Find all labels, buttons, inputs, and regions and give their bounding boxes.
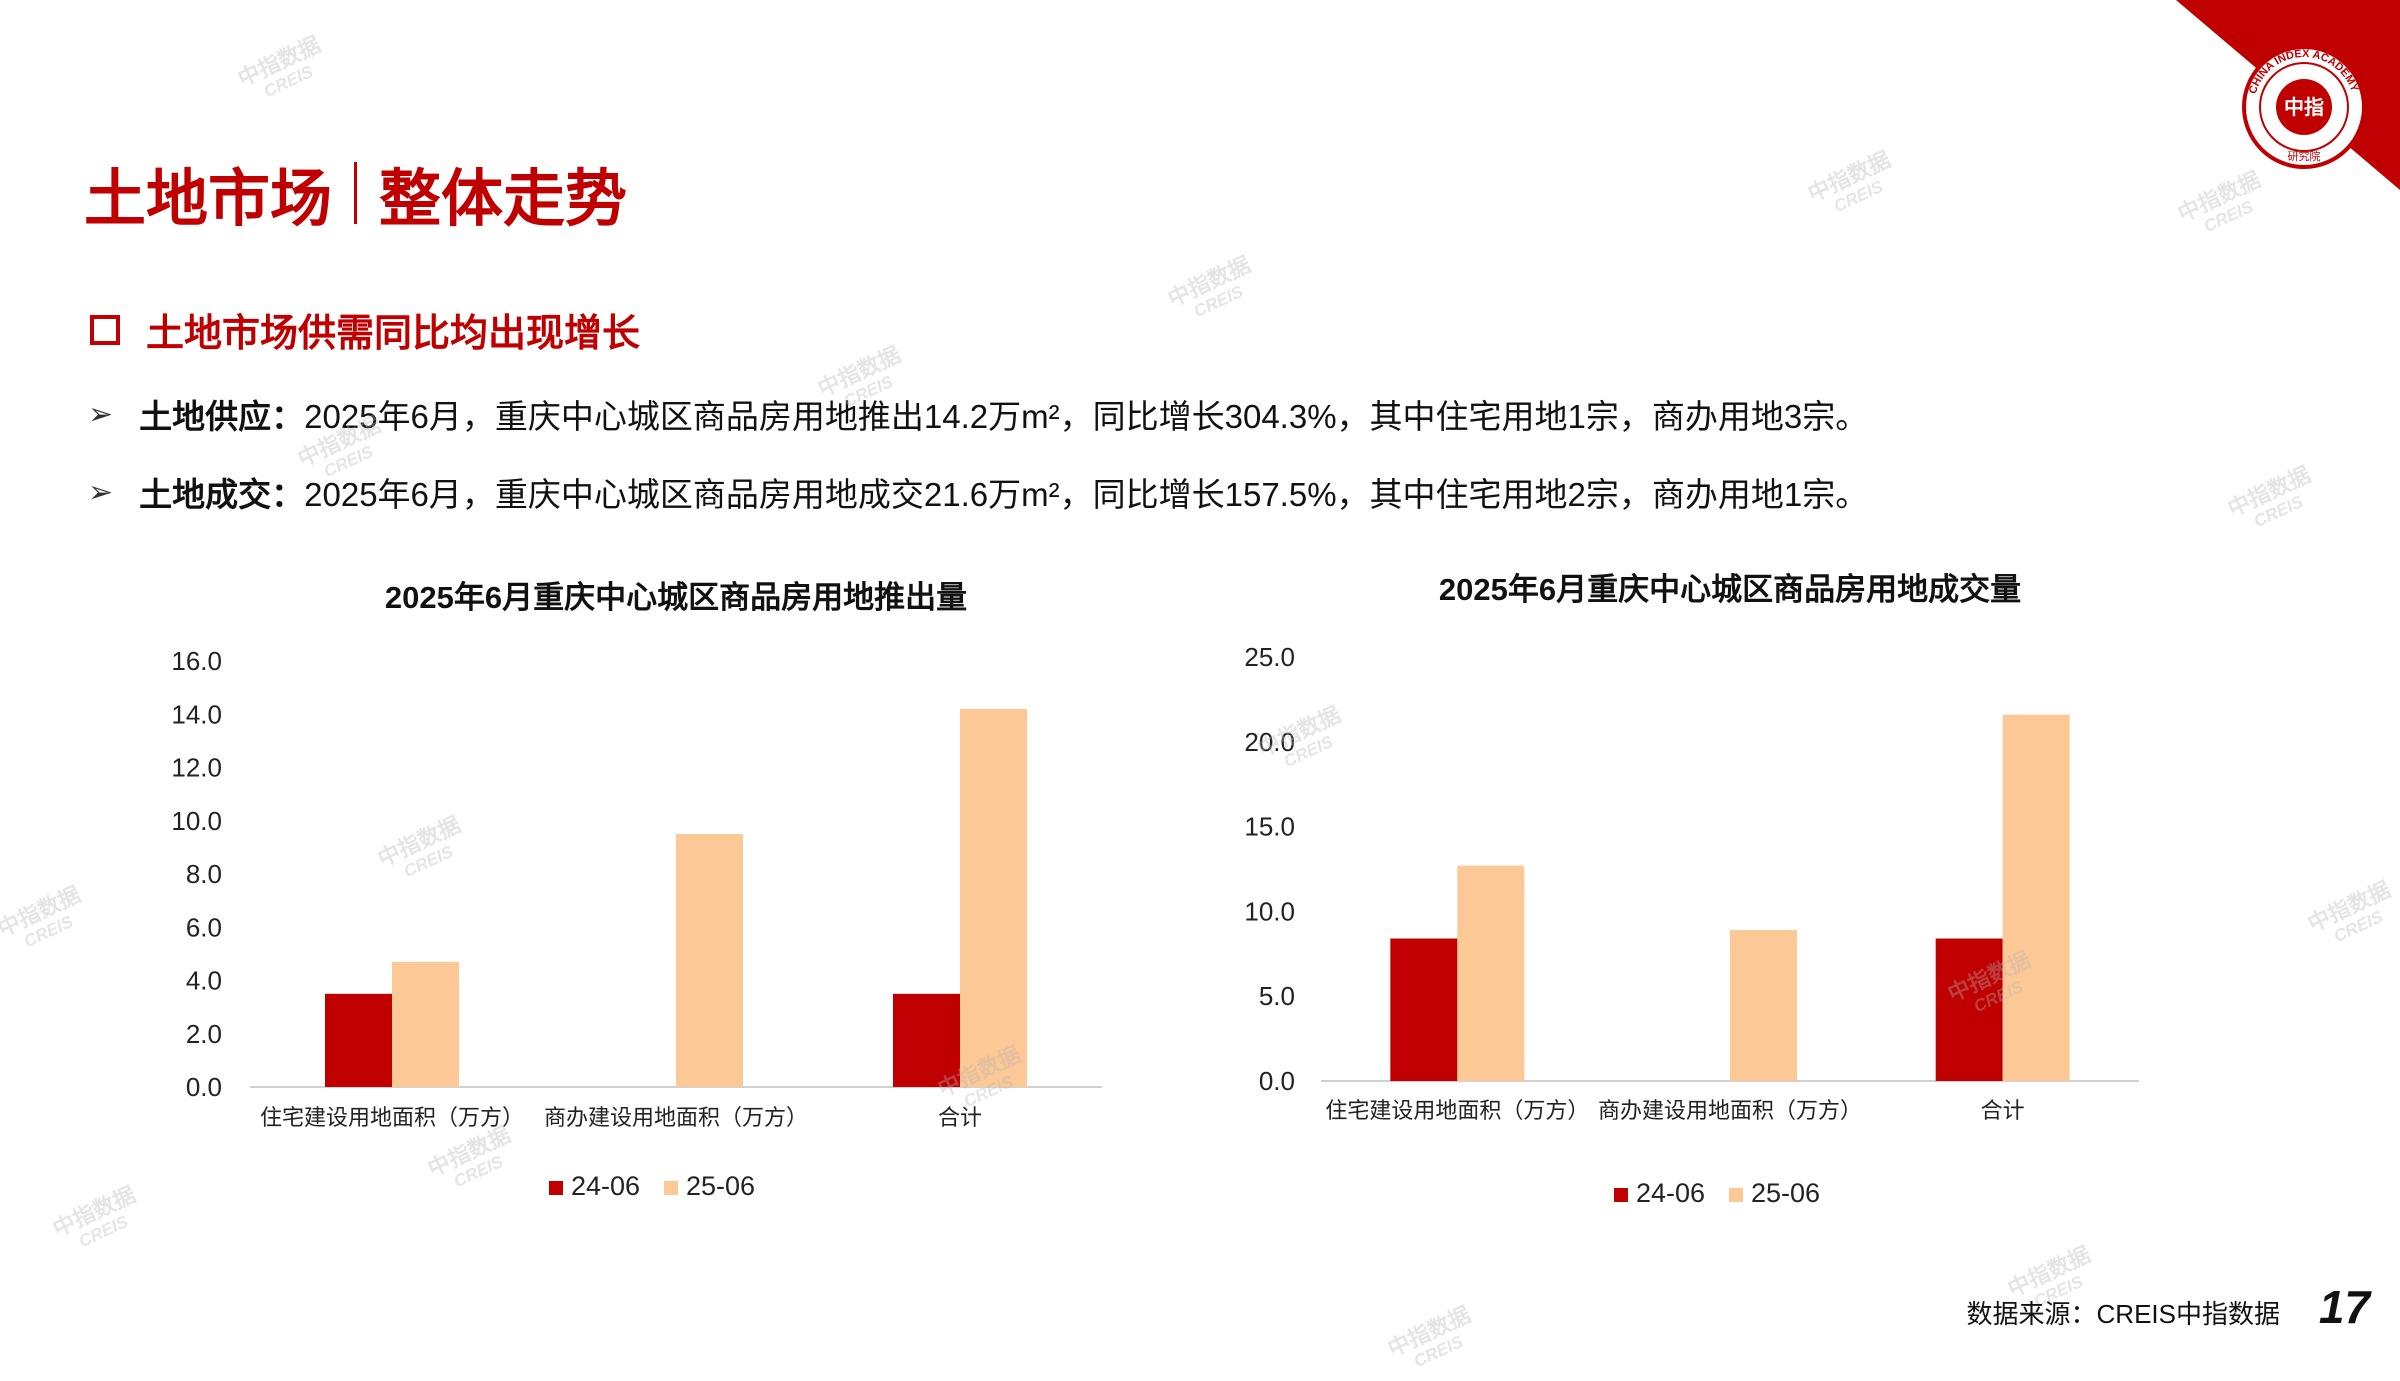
corner-logo: CHINA INDEX ACADEMY 中指 研究院 (2176, 0, 2400, 190)
legend-swatch-24-06 (549, 1181, 563, 1195)
legend-label: 25-06 (1751, 1178, 1820, 1208)
data-source: 数据来源：CREIS中指数据 (1966, 1299, 2280, 1329)
bar-25-06 (1457, 865, 1525, 1081)
bar-24-06 (893, 993, 960, 1087)
legend-label: 25-06 (686, 1171, 755, 1201)
bullet-supply: ➢ 土地供应： 2025年6月，重庆中心城区商品房用地推出14.2万m²，同比增… (88, 397, 1869, 436)
bar-24-06 (1935, 938, 2003, 1081)
chart-transaction: 2025年6月重庆中心城区商品房用地成交量 0.0 5.0 10.0 15.0 20.0 2… (1244, 572, 2139, 1208)
watermark: 中指数据 CREIS (1803, 146, 1895, 217)
y-tick-label: 25.0 (1244, 642, 1295, 672)
x-category-label: 合计 (1981, 1098, 2025, 1123)
y-tick-label: 4.0 (186, 966, 222, 996)
svg-text:中指: 中指 (2284, 95, 2324, 119)
y-tick-label: 12.0 (171, 753, 222, 783)
y-tick-label: 8.0 (186, 859, 222, 889)
chart-title: 2025年6月重庆中心城区商品房用地推出量 (385, 580, 967, 615)
title-divider (354, 162, 358, 224)
title-right: 整体走势 (379, 165, 628, 234)
bar-25-06 (676, 834, 743, 1087)
bar-25-06 (1730, 930, 1797, 1081)
x-category-label: 住宅建设用地面积（万方） (1325, 1098, 1589, 1123)
page-number: 17 (2318, 1281, 2370, 1333)
arrow-bullet-icon: ➢ (88, 397, 114, 431)
bar-25-06 (960, 708, 1027, 1087)
legend-label: 24-06 (1636, 1178, 1705, 1208)
bullet-transaction: ➢ 土地成交： 2025年6月，重庆中心城区商品房用地成交21.6万m²，同比增… (88, 475, 1869, 514)
chart-supply: 2025年6月重庆中心城区商品房用地推出量 0.0 2.0 4.0 6.0 8.0 10.0… (171, 580, 1102, 1201)
bar-24-06 (1390, 938, 1458, 1081)
square-bullet-icon (90, 314, 120, 345)
y-tick-label: 10.0 (1244, 896, 1295, 926)
watermark: 中指数据 CREIS (1383, 1301, 1475, 1372)
y-tick-label: 5.0 (1259, 981, 1295, 1011)
x-category-label: 商办建设用地面积（万方） (1598, 1098, 1862, 1123)
legend-swatch-25-06 (664, 1181, 678, 1195)
y-tick-label: 20.0 (1244, 727, 1295, 757)
y-tick-label: 15.0 (1244, 812, 1295, 842)
y-tick-label: 16.0 (171, 646, 222, 676)
legend-label: 24-06 (571, 1171, 640, 1201)
watermark: 中指数据 CREIS (2223, 461, 2315, 532)
chart-title: 2025年6月重庆中心城区商品房用地成交量 (1439, 572, 2021, 607)
section-heading: 土地市场供需同比均出现增长 (90, 302, 640, 357)
title-left: 土地市场 (84, 165, 333, 234)
legend-swatch-25-06 (1729, 1188, 1743, 1202)
svg-text:研究院: 研究院 (2288, 149, 2321, 163)
x-category-label: 商办建设用地面积（万方） (544, 1105, 808, 1130)
watermark: 中指数据 CREIS (1163, 251, 1255, 322)
bar-24-06 (325, 993, 392, 1087)
watermark: 中指数据 CREIS (233, 31, 325, 102)
y-tick-label: 0.0 (1259, 1066, 1295, 1096)
arrow-bullet-icon: ➢ (88, 475, 114, 509)
bar-25-06 (392, 961, 459, 1087)
legend-swatch-24-06 (1614, 1188, 1628, 1202)
x-category-label: 合计 (938, 1105, 982, 1130)
page-title: 土地市场 整体走势 (84, 148, 627, 238)
y-tick-label: 0.0 (186, 1072, 222, 1102)
y-tick-label: 10.0 (171, 806, 222, 836)
x-category-label: 住宅建设用地面积（万方） (260, 1105, 524, 1130)
y-tick-label: 2.0 (186, 1019, 222, 1049)
y-tick-label: 6.0 (186, 912, 222, 942)
y-tick-label: 14.0 (171, 699, 222, 729)
bar-25-06 (2002, 714, 2070, 1081)
